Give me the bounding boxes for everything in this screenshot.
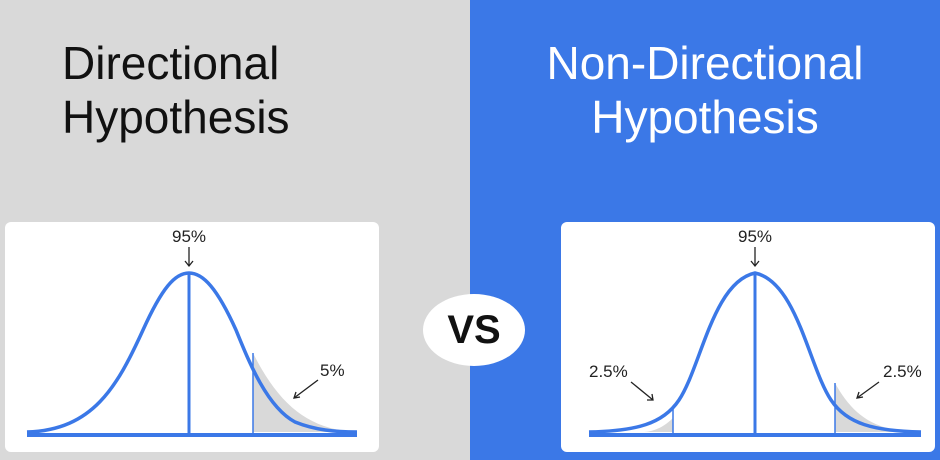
right-tail-shade [253, 353, 355, 432]
left-tail-shade [643, 418, 673, 432]
right-tail-arrow-shaft [856, 381, 880, 399]
left-tail-arrow-head [647, 393, 654, 401]
left-tail-arrow-shaft [630, 381, 654, 401]
non-directional-bell-curve: 95% 2.5% 2.5% [588, 227, 922, 437]
vs-label: VS [447, 307, 501, 352]
directional-title: Directional Hypothesis [62, 36, 290, 144]
non-directional-curve-card: 95% 2.5% 2.5% [561, 222, 935, 452]
left-tail-percent-label: 2.5% [589, 362, 628, 381]
directional-bell-curve: 95% 5% [26, 227, 358, 437]
tail-arrow-shaft [293, 379, 319, 399]
non-directional-panel: Non-Directional Hypothesis 95% 2.5% [470, 0, 940, 460]
right-tail-shade [835, 383, 913, 432]
center-percent-label: 95% [172, 227, 206, 246]
center-arrow-head [750, 260, 760, 268]
right-tail-arrow-head [856, 391, 864, 399]
non-directional-title: Non-Directional Hypothesis [470, 36, 940, 144]
center-arrow-head [184, 260, 194, 268]
center-percent-label: 95% [738, 227, 772, 246]
non-directional-title-line1: Non-Directional [546, 37, 864, 89]
tail-arrow-head [293, 391, 301, 399]
right-tail-percent-label: 2.5% [883, 362, 922, 381]
vs-badge: VS [423, 294, 525, 366]
directional-title-line1: Directional [62, 37, 280, 89]
non-directional-title-line2: Hypothesis [591, 91, 819, 143]
bell-curve-line [26, 271, 358, 434]
directional-title-line2: Hypothesis [62, 91, 290, 143]
tail-percent-label: 5% [320, 361, 345, 380]
directional-panel: Directional Hypothesis 95% 5% [0, 0, 470, 460]
directional-curve-card: 95% 5% [5, 222, 379, 452]
